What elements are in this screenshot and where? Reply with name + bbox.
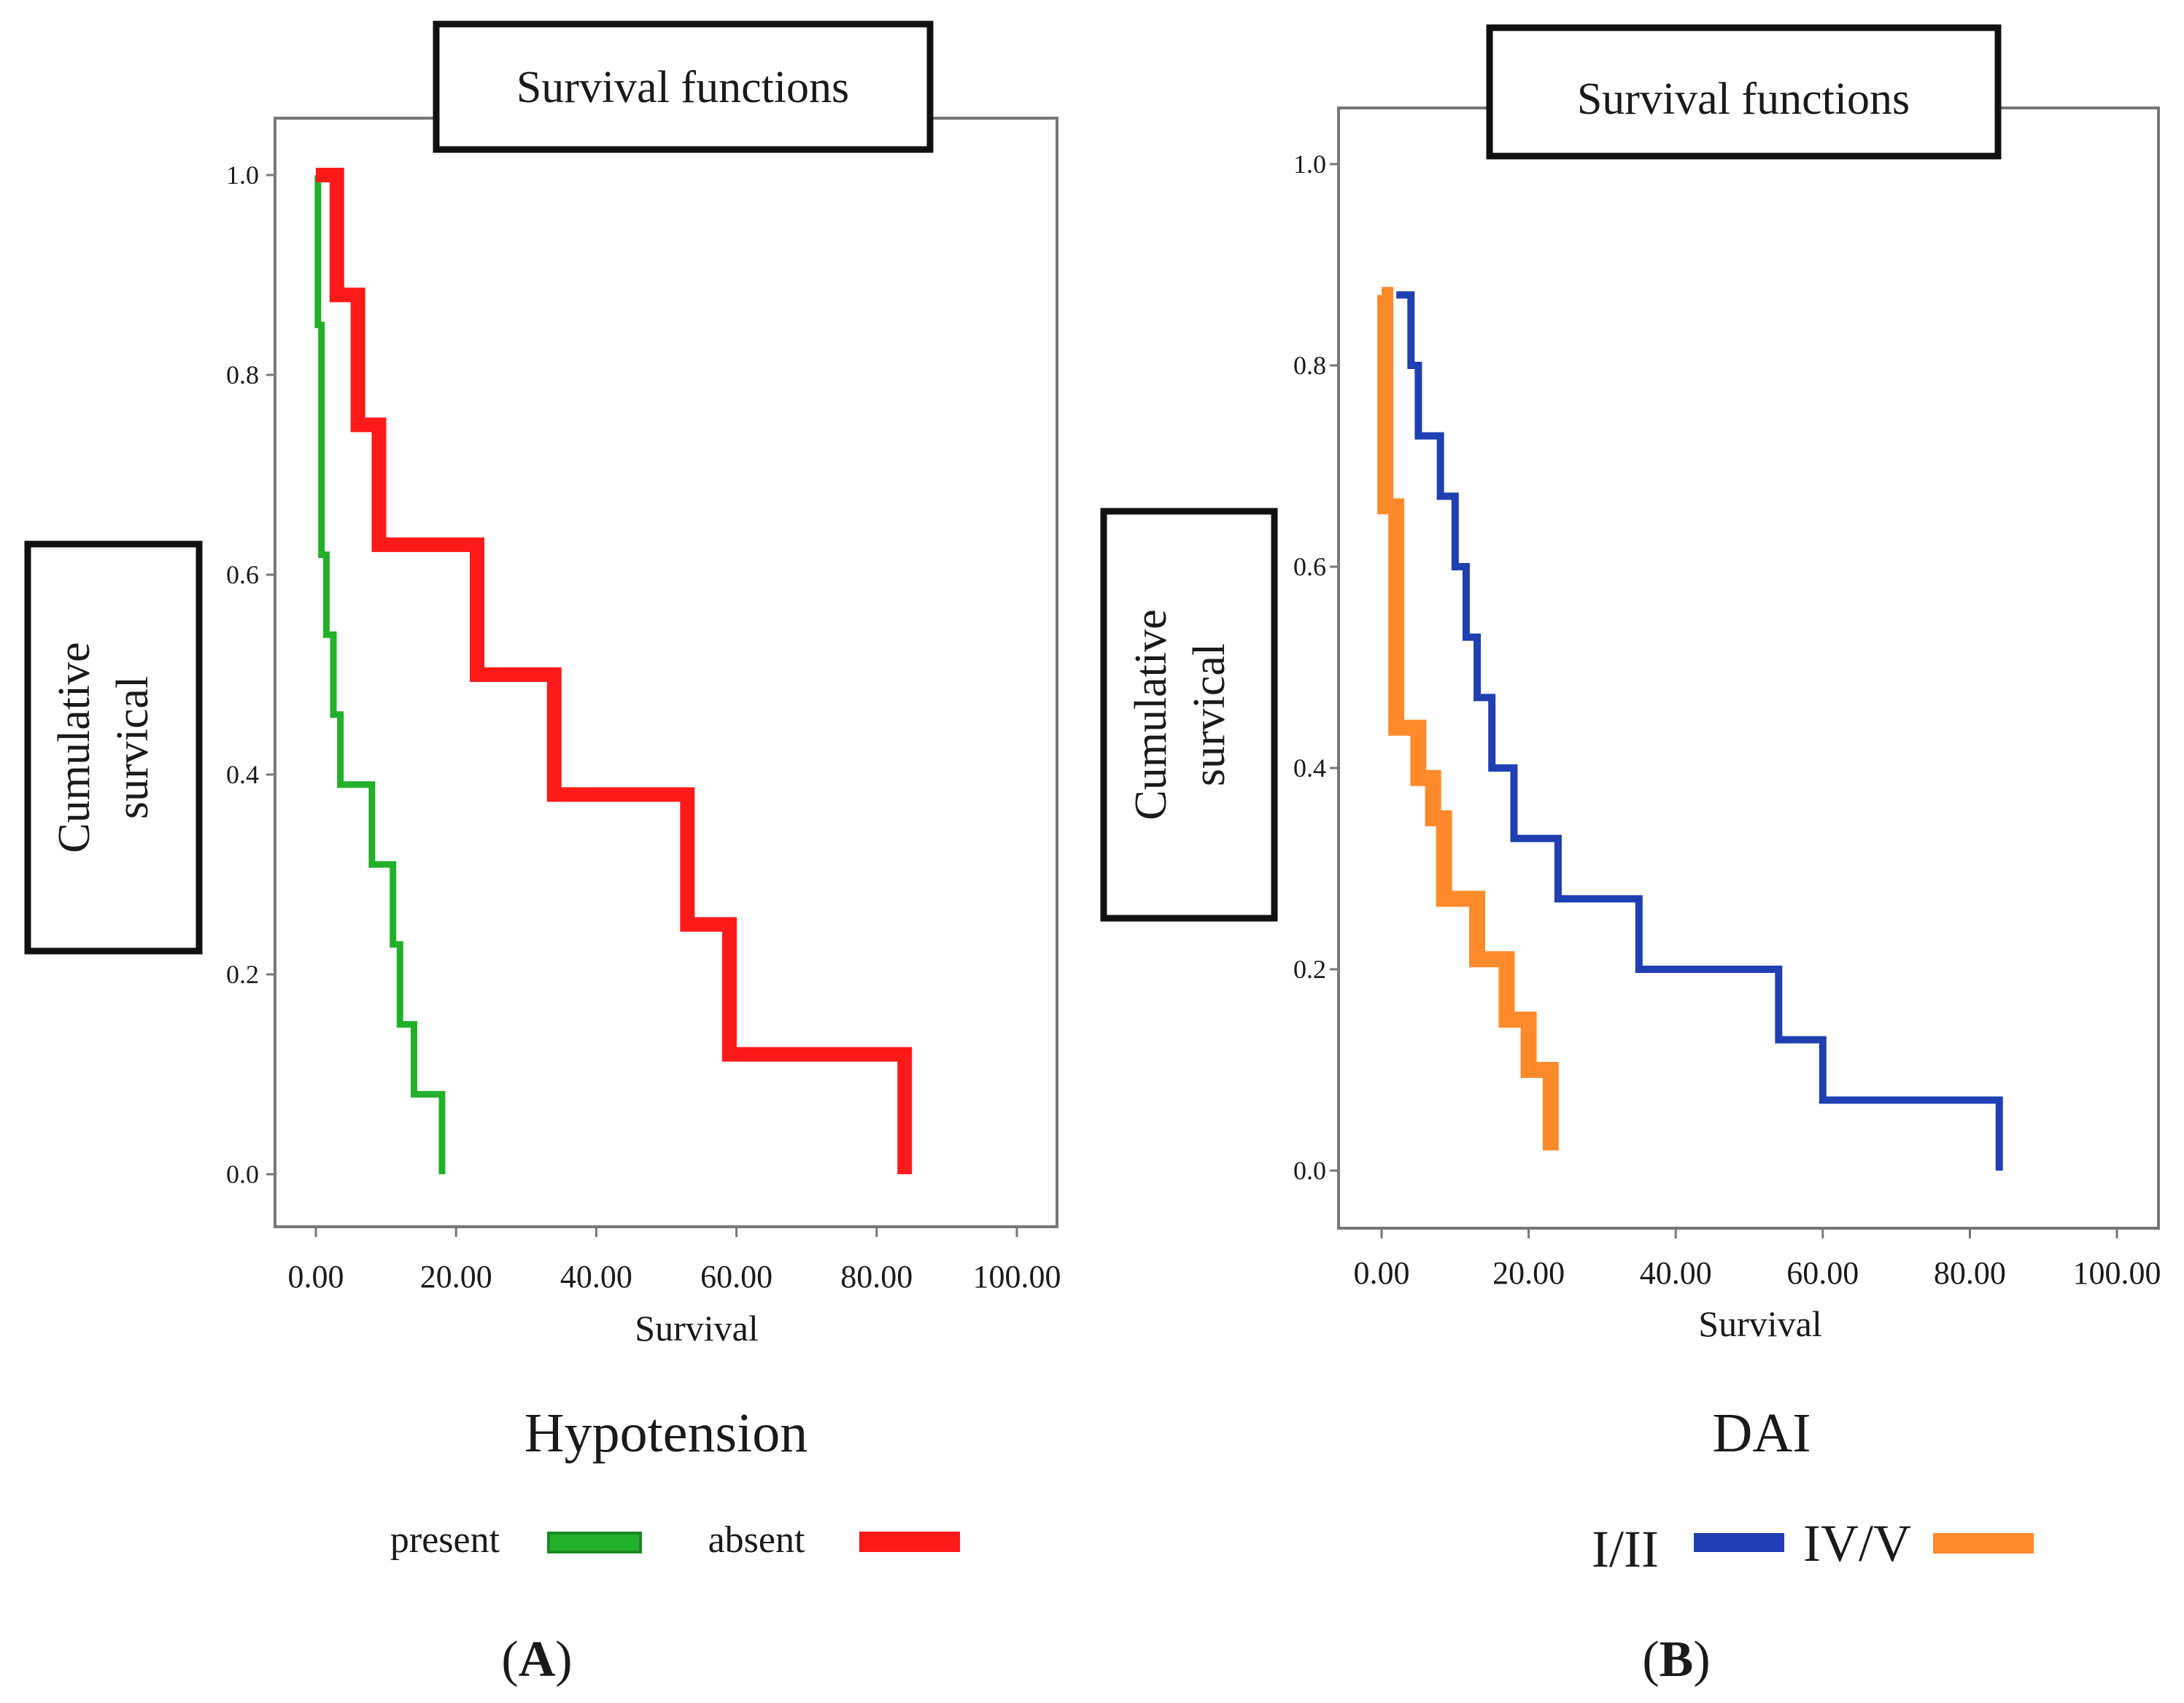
group-title-a: Hypotension [524, 1403, 808, 1464]
y-tick-label-a: 0.0 [226, 1160, 259, 1189]
ylabel-line2-a: survical [108, 676, 158, 819]
xlabel-a: Survival [635, 1308, 758, 1349]
x-tick-label-b: 80.00 [1934, 1255, 2006, 1291]
series-line-present [314, 171, 446, 1174]
title-box-a [433, 20, 934, 153]
y-tick-label-b: 1.0 [1293, 150, 1326, 179]
ylabel-box-b [1100, 508, 1278, 922]
x-tick-label-a: 20.00 [420, 1259, 492, 1295]
x-tick-label-a: 60.00 [700, 1259, 772, 1295]
y-tick-label-b: 0.4 [1293, 753, 1326, 783]
y-tick-label-a: 1.0 [226, 160, 259, 190]
y-tick-label-a: 0.2 [226, 960, 259, 989]
y-tick-label-b: 0.0 [1293, 1156, 1326, 1185]
x-tick-label-a: 80.00 [840, 1259, 913, 1295]
y-tick-label-a: 0.8 [226, 360, 259, 389]
group-title-b: DAI [1712, 1403, 1811, 1464]
ylabel-line2-b: survical [1185, 643, 1234, 786]
y-tick-label-b: 0.2 [1293, 955, 1326, 984]
legend-swatch-present [547, 1532, 642, 1553]
legend-swatch-iv-v [1933, 1533, 2034, 1553]
legend-label-i-ii: I/II [1592, 1520, 1659, 1578]
legend-swatch-i-ii [1694, 1533, 1784, 1552]
x-tick-label-a: 0.00 [288, 1259, 344, 1295]
chart-title-a: Survival functions [516, 63, 849, 112]
series-line-i-ii [1396, 291, 2003, 1171]
title-box-b [1486, 24, 2002, 160]
x-tick-label-b: 20.00 [1492, 1255, 1565, 1291]
x-tick-label-b: 40.00 [1640, 1255, 1712, 1291]
ylabel-line1-b: Cumulative [1126, 609, 1176, 820]
chart-title-b: Survival functions [1577, 74, 1910, 124]
x-tick-label-a: 100.00 [973, 1259, 1061, 1295]
chart-b: 0.00 20.00 40.00 60.00 80.00 100.00 0.0 0.2 0.4 0… [1293, 150, 2161, 1291]
chart-a: 0.00 20.00 40.00 60.00 80.00 100.00 0.0 0.2 0.4 0… [226, 160, 1061, 1295]
series-line-absent [316, 168, 913, 1174]
legend-label-present: present [390, 1519, 500, 1561]
x-tick-label-b: 60.00 [1786, 1255, 1859, 1291]
y-tick-label-b: 0.6 [1293, 552, 1326, 581]
legend-swatch-absent [859, 1532, 960, 1552]
panel-label-a: (A) [501, 1632, 572, 1688]
x-tick-label-a: 40.00 [560, 1259, 632, 1295]
panel-label-b: (B) [1642, 1632, 1710, 1688]
y-tick-label-a: 0.4 [226, 760, 259, 789]
series-line-iv-v [1377, 287, 1559, 1151]
y-tick-label-a: 0.6 [226, 560, 259, 589]
xlabel-b: Survival [1698, 1303, 1821, 1344]
legend-label-absent: absent [708, 1519, 805, 1561]
x-tick-label-b: 100.00 [2073, 1255, 2161, 1291]
ylabel-line1-a: Cumulative [50, 642, 99, 853]
x-tick-label-b: 0.00 [1354, 1255, 1410, 1291]
plot-frame-b [1337, 106, 2160, 1230]
ylabel-box-a [24, 540, 203, 955]
y-tick-label-b: 0.8 [1293, 351, 1326, 380]
legend-label-iv-v: IV/V [1803, 1514, 1911, 1572]
plot-frame-a [274, 117, 1058, 1228]
